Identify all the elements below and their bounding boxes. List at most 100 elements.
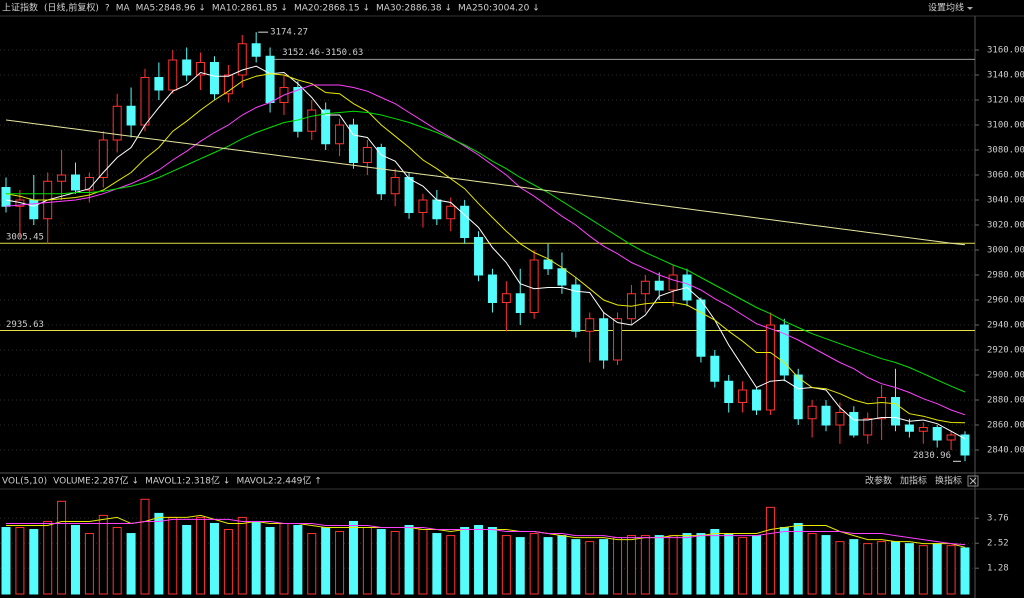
volume-bar — [98, 514, 108, 595]
volume-bar — [960, 547, 970, 595]
volume-bar — [140, 498, 150, 595]
volume-bar — [84, 533, 94, 595]
volume-bar — [932, 543, 942, 595]
candle-body — [335, 124, 345, 145]
candle-body — [557, 268, 567, 286]
candle-body — [265, 55, 275, 103]
candle-body — [390, 177, 400, 195]
candle-body — [571, 284, 581, 332]
volume-bar — [404, 524, 414, 595]
candle-body — [293, 87, 303, 132]
y-tick-label: 3140.00 — [987, 71, 1024, 81]
volume-bar — [501, 535, 511, 595]
volume-bar — [126, 533, 136, 595]
candle-body — [154, 77, 164, 91]
help-icon[interactable]: ? — [105, 4, 110, 14]
volume-bar — [265, 526, 275, 595]
candle-body — [168, 59, 178, 91]
volume-bar — [863, 543, 873, 595]
candle-body — [654, 280, 664, 291]
candle-body — [515, 293, 525, 313]
candle-body — [432, 199, 442, 220]
mavol-line — [6, 518, 966, 546]
indicator-button[interactable]: 加指标 — [900, 475, 927, 487]
indicator-button[interactable]: 改参数 — [865, 475, 892, 487]
candle-body — [376, 147, 386, 195]
y-tick-label: 2840.00 — [987, 446, 1024, 456]
candle-body — [585, 318, 595, 332]
y-tick-label: 3040.00 — [987, 196, 1024, 206]
volume-bar — [70, 524, 80, 595]
candle-body — [821, 405, 831, 426]
volume-bar — [112, 526, 122, 595]
candle-body — [960, 434, 970, 456]
candle-body — [738, 389, 748, 403]
volume-bar — [946, 545, 956, 595]
y-tick-label: 3100.00 — [987, 121, 1024, 131]
candle-body — [460, 205, 470, 238]
volume-bar — [821, 535, 831, 595]
volume-bar — [154, 512, 164, 595]
volume-bar — [29, 529, 39, 595]
candle-body — [446, 205, 456, 220]
volume-bar — [710, 529, 720, 595]
y-tick-label: 3020.00 — [987, 221, 1024, 231]
volume-bar — [168, 516, 178, 595]
candle-body — [918, 427, 928, 432]
candle-body — [835, 412, 845, 426]
low-label: 2830.96 — [913, 451, 951, 461]
legend-entry: VOLUME:2.287亿 ↓ — [53, 475, 139, 487]
ma-line — [5, 73, 966, 424]
volume-bar — [43, 520, 53, 595]
candle-body — [321, 109, 331, 145]
horizontal-line-label: 2935.63 — [6, 320, 44, 330]
volume-bar — [1, 526, 11, 595]
candle-body — [640, 280, 650, 295]
volume-bar — [293, 524, 303, 595]
volume-bar — [515, 537, 525, 595]
volume-bar — [738, 537, 748, 595]
y-tick-label: 3120.00 — [987, 96, 1024, 106]
candle-body — [932, 427, 942, 441]
candle-body — [487, 274, 497, 303]
y-tick-label: 1.28 — [987, 564, 1009, 574]
volume-bar — [571, 539, 581, 595]
volume-bar — [279, 522, 289, 595]
y-tick-label: 3000.00 — [987, 246, 1024, 256]
candle-body — [404, 177, 414, 213]
volume-bar — [432, 533, 442, 595]
close-box[interactable] — [967, 475, 979, 487]
volume-bar — [543, 537, 553, 595]
settings-button[interactable]: 设置均线 — [928, 2, 964, 14]
candle-body — [182, 59, 192, 76]
volume-bar — [849, 539, 859, 595]
candle-body — [237, 43, 247, 76]
volume-bar — [752, 535, 762, 595]
volume-bar — [904, 543, 914, 595]
volume-bar — [57, 500, 67, 595]
volume-bar — [418, 529, 428, 595]
candle-body — [696, 299, 706, 357]
volume-bar — [529, 533, 539, 595]
indicator-button[interactable]: 换指标 — [935, 475, 962, 487]
volume-bar — [626, 535, 636, 595]
volume-bar — [474, 524, 484, 595]
y-tick-label: 2.52 — [987, 539, 1009, 549]
candle-body — [668, 274, 678, 291]
candle-body — [418, 199, 428, 213]
volume-bar — [251, 520, 261, 595]
y-tick-label: 2900.00 — [987, 371, 1024, 381]
volume-bar — [835, 541, 845, 595]
candle-body — [599, 318, 609, 361]
candle-body — [863, 418, 873, 436]
candle-body — [209, 62, 219, 95]
candle-body — [1, 187, 11, 207]
volume-bar — [487, 526, 497, 595]
candle-body — [904, 424, 914, 432]
legend-entry: MA10:2861.85 ↓ — [212, 4, 288, 14]
y-tick-label: 2980.00 — [987, 271, 1024, 281]
volume-title: VOL(5,10) — [2, 477, 47, 487]
